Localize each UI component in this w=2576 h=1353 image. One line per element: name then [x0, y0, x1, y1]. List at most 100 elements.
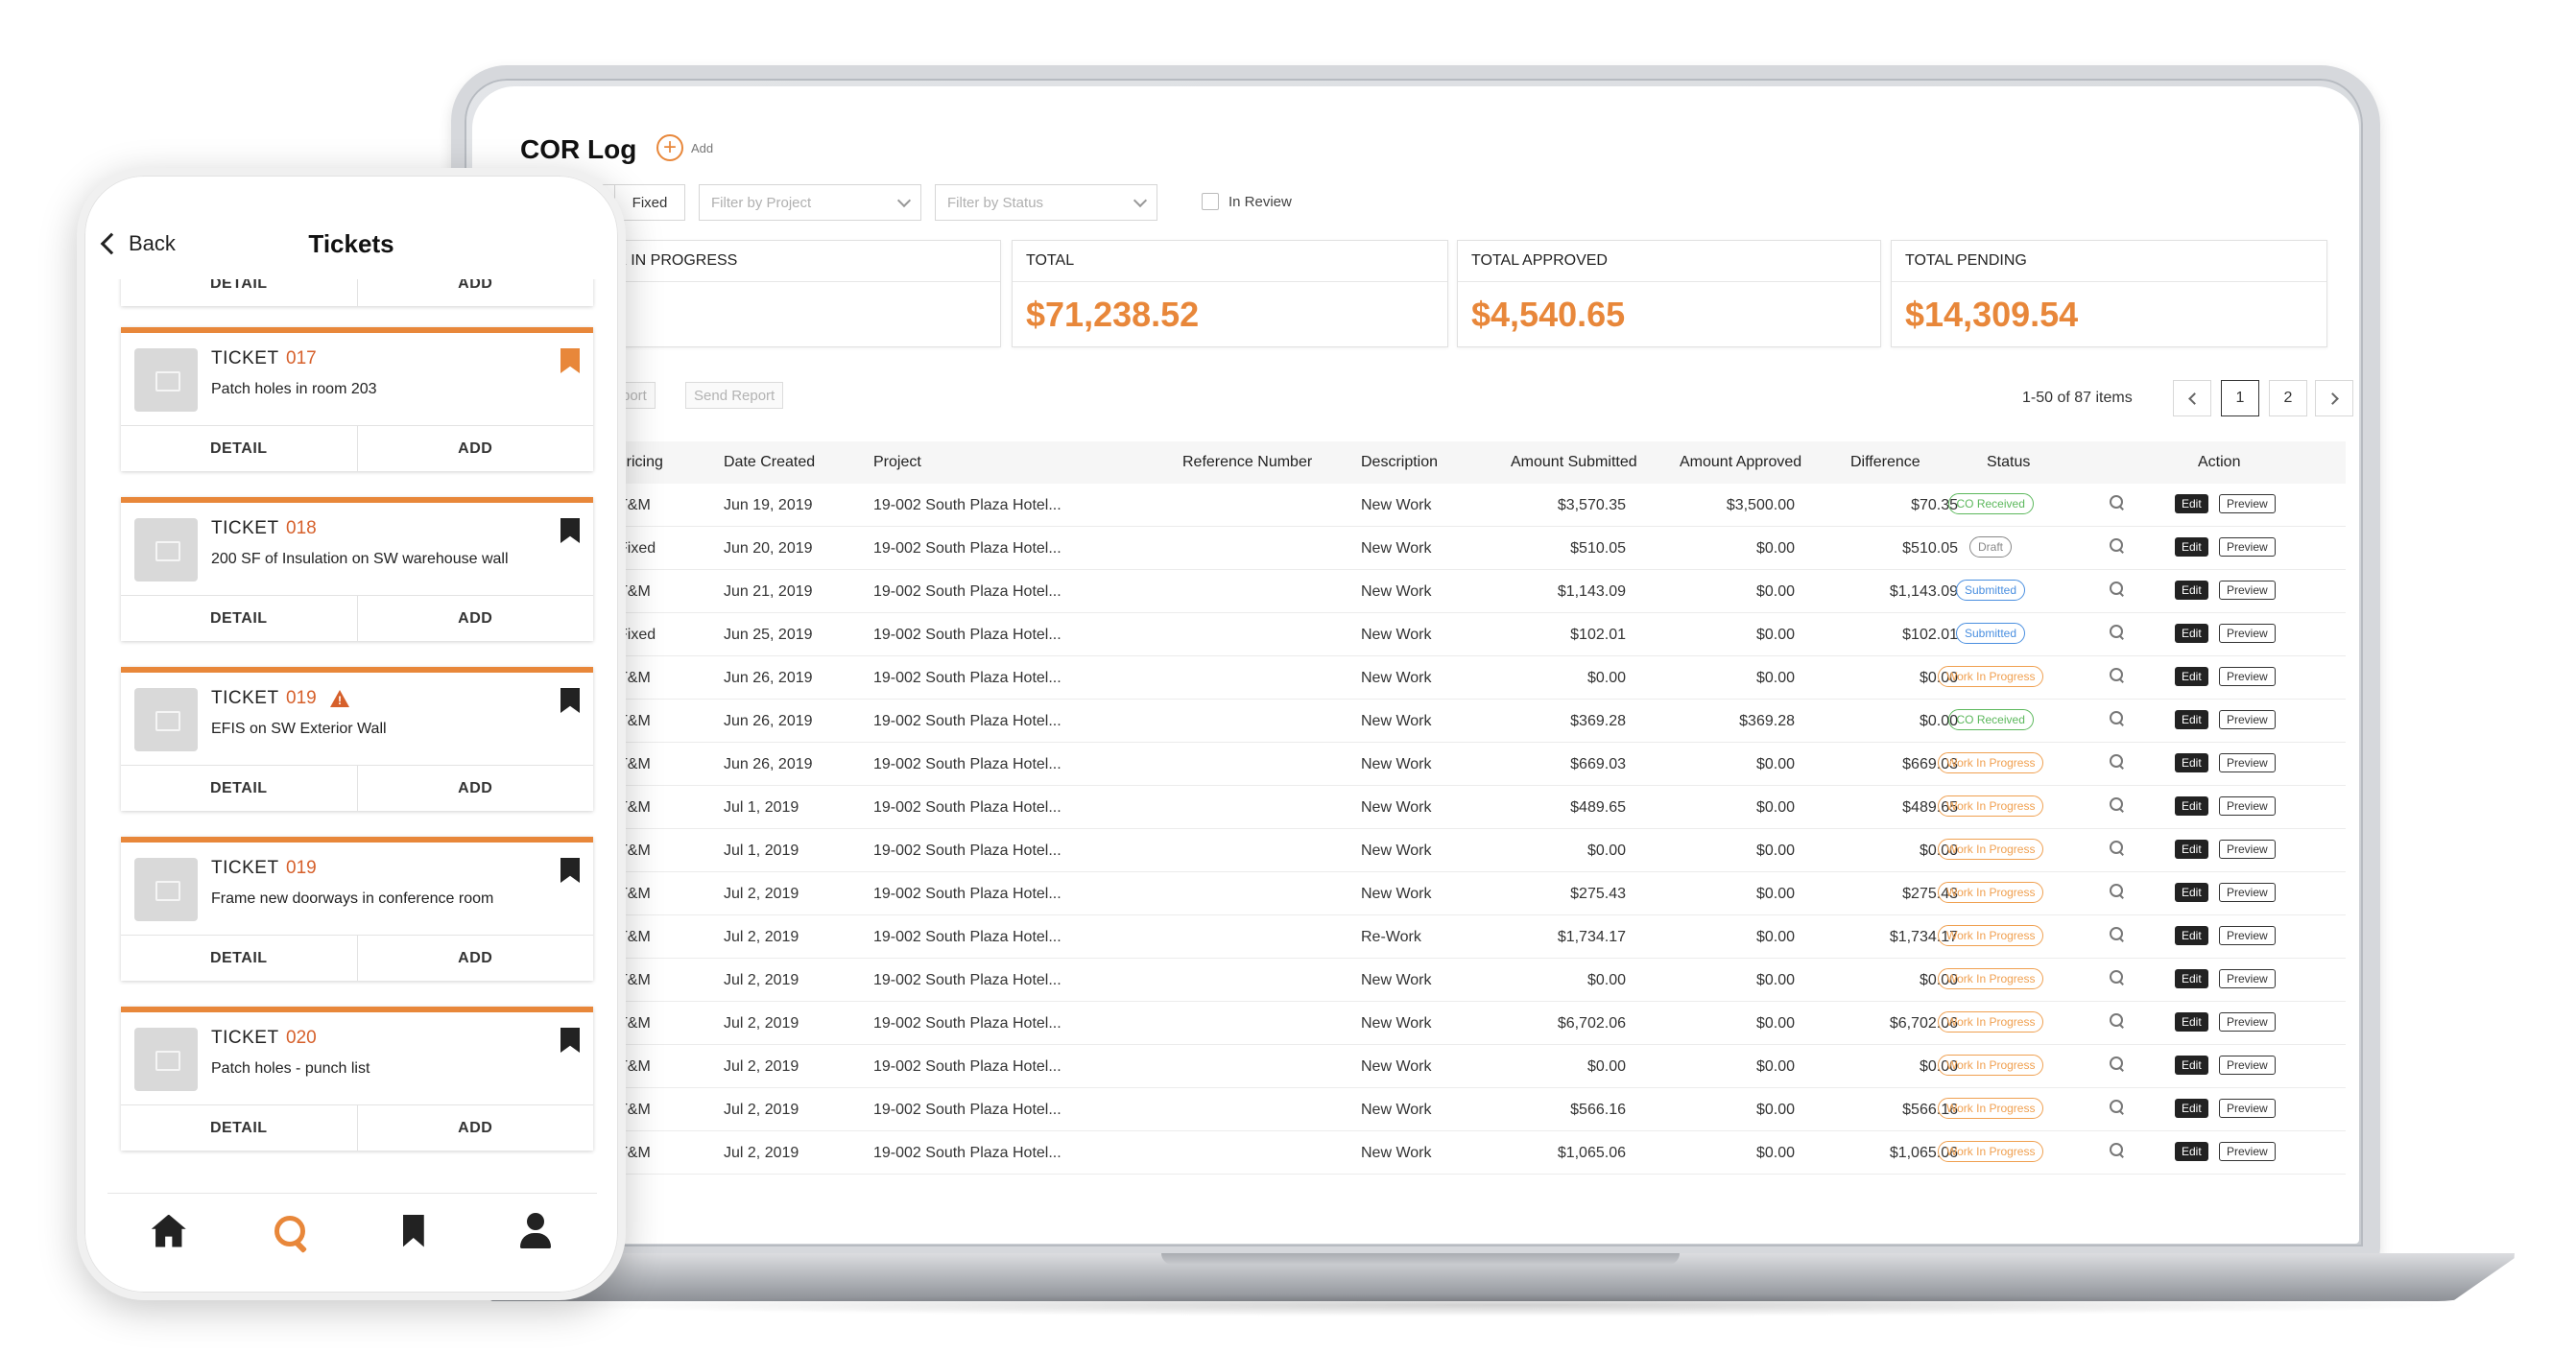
edit-button[interactable]: Edit — [2175, 926, 2208, 945]
detail-button[interactable]: DETAIL — [209, 279, 268, 292]
table-row[interactable]: T&M Jul 1, 2019 19-002 South Plaza Hotel..… — [608, 829, 2346, 872]
bookmark-icon[interactable] — [561, 1028, 580, 1053]
in-review-checkbox[interactable] — [1202, 193, 1219, 210]
bookmark-icon[interactable] — [561, 688, 580, 713]
edit-button[interactable]: Edit — [2175, 1012, 2208, 1032]
add-ticket-button[interactable]: ADD — [356, 279, 594, 306]
magnify-icon[interactable] — [2110, 927, 2123, 940]
preview-button[interactable]: Preview — [2219, 581, 2276, 600]
table-row[interactable]: T&M Jul 2, 2019 19-002 South Plaza Hotel..… — [608, 1002, 2346, 1045]
in-review-toggle[interactable]: In Review — [1202, 193, 1292, 210]
table-row[interactable]: T&M Jun 26, 2019 19-002 South Plaza Hotel.… — [608, 700, 2346, 743]
pricing-filter-fixed[interactable]: Fixed — [614, 184, 685, 221]
add-ticket-button[interactable]: ADD — [356, 596, 594, 641]
preview-button[interactable]: Preview — [2219, 1056, 2276, 1075]
detail-button[interactable]: DETAIL — [209, 439, 268, 457]
search-icon[interactable] — [272, 1213, 310, 1251]
ticket-list[interactable]: DETAIL ADD TICKET 017 Patch holes in room … — [84, 279, 618, 1191]
detail-button[interactable]: DETAIL — [209, 1119, 268, 1136]
edit-button[interactable]: Edit — [2175, 494, 2208, 513]
edit-button[interactable]: Edit — [2175, 1056, 2208, 1075]
preview-button[interactable]: Preview — [2219, 753, 2276, 772]
edit-button[interactable]: Edit — [2175, 796, 2208, 816]
column-header-pricing[interactable]: Pricing — [616, 454, 663, 470]
add-ticket-button[interactable]: ADD — [356, 766, 594, 811]
edit-button[interactable]: Edit — [2175, 969, 2208, 988]
page-button-1[interactable]: 1 — [2221, 380, 2259, 416]
add-ticket-button[interactable]: ADD — [356, 936, 594, 981]
user-icon[interactable] — [516, 1212, 555, 1251]
prev-page-button[interactable] — [2173, 380, 2211, 416]
next-page-button[interactable] — [2315, 380, 2353, 416]
table-row[interactable]: T&M Jul 2, 2019 19-002 South Plaza Hotel..… — [608, 1088, 2346, 1131]
edit-button[interactable]: Edit — [2175, 1142, 2208, 1161]
magnify-icon[interactable] — [2110, 538, 2123, 552]
detail-button[interactable]: DETAIL — [209, 609, 268, 627]
magnify-icon[interactable] — [2110, 754, 2123, 768]
bookmark-icon[interactable] — [561, 518, 580, 543]
ticket-card[interactable]: TICKET 019 EFIS on SW Exterior Wall DETAIL A… — [121, 667, 593, 811]
magnify-icon[interactable] — [2110, 1056, 2123, 1070]
add-button[interactable]: + Add — [656, 134, 713, 161]
column-header-action[interactable]: Action — [2198, 454, 2241, 470]
filter-project-select[interactable]: Filter by Project — [699, 184, 921, 221]
magnify-icon[interactable] — [2110, 711, 2123, 724]
preview-button[interactable]: Preview — [2219, 926, 2276, 945]
table-row[interactable]: Fixed Jun 25, 2019 19-002 South Plaza Hote… — [608, 613, 2346, 656]
ticket-card-partial[interactable]: DETAIL ADD — [121, 279, 593, 306]
magnify-icon[interactable] — [2110, 668, 2123, 681]
magnify-icon[interactable] — [2110, 495, 2123, 509]
bookmark-icon[interactable] — [561, 858, 580, 883]
table-row[interactable]: T&M Jun 19, 2019 19-002 South Plaza Hotel.… — [608, 484, 2346, 527]
edit-button[interactable]: Edit — [2175, 667, 2208, 686]
magnify-icon[interactable] — [2110, 797, 2123, 811]
table-row[interactable]: T&M Jul 2, 2019 19-002 South Plaza Hotel..… — [608, 1045, 2346, 1088]
table-row[interactable]: T&M Jul 2, 2019 19-002 South Plaza Hotel..… — [608, 959, 2346, 1002]
preview-button[interactable]: Preview — [2219, 537, 2276, 557]
edit-button[interactable]: Edit — [2175, 624, 2208, 643]
send-report-button[interactable]: Send Report — [685, 382, 784, 409]
column-header-status[interactable]: Status — [1987, 454, 2031, 470]
magnify-icon[interactable] — [2110, 582, 2123, 595]
add-ticket-button[interactable]: ADD — [356, 1105, 594, 1151]
preview-button[interactable]: Preview — [2219, 624, 2276, 643]
page-button-2[interactable]: 2 — [2269, 380, 2307, 416]
edit-button[interactable]: Edit — [2175, 883, 2208, 902]
ticket-card[interactable]: TICKET 020 Patch holes - punch list DETAIL A… — [121, 1007, 593, 1151]
preview-button[interactable]: Preview — [2219, 494, 2276, 513]
ticket-card[interactable]: TICKET 018 200 SF of Insulation on SW ware… — [121, 497, 593, 641]
column-header-amount-approved[interactable]: Amount Approved — [1680, 454, 1802, 470]
edit-button[interactable]: Edit — [2175, 537, 2208, 557]
table-row[interactable]: Fixed Jun 20, 2019 19-002 South Plaza Hote… — [608, 527, 2346, 570]
table-row[interactable]: T&M Jul 2, 2019 19-002 South Plaza Hotel..… — [608, 1131, 2346, 1175]
magnify-icon[interactable] — [2110, 1100, 2123, 1113]
table-row[interactable]: T&M Jun 26, 2019 19-002 South Plaza Hotel.… — [608, 743, 2346, 786]
edit-button[interactable]: Edit — [2175, 753, 2208, 772]
bookmark-icon[interactable] — [394, 1213, 433, 1251]
column-header-difference[interactable]: Difference — [1850, 454, 1920, 470]
preview-button[interactable]: Preview — [2219, 840, 2276, 859]
column-header-amount-submitted[interactable]: Amount Submitted — [1511, 454, 1637, 470]
edit-button[interactable]: Edit — [2175, 840, 2208, 859]
table-row[interactable]: T&M Jul 2, 2019 19-002 South Plaza Hotel..… — [608, 872, 2346, 915]
magnify-icon[interactable] — [2110, 841, 2123, 854]
home-icon[interactable] — [150, 1213, 188, 1251]
ticket-card[interactable]: TICKET 019 Frame new doorways in conferenc… — [121, 837, 593, 981]
column-header-description[interactable]: Description — [1361, 454, 1439, 470]
magnify-icon[interactable] — [2110, 884, 2123, 897]
preview-button[interactable]: Preview — [2219, 667, 2276, 686]
table-row[interactable]: T&M Jun 26, 2019 19-002 South Plaza Hotel.… — [608, 656, 2346, 700]
edit-button[interactable]: Edit — [2175, 710, 2208, 729]
bookmark-icon[interactable] — [561, 348, 580, 373]
column-header-reference-number[interactable]: Reference Number — [1182, 454, 1313, 470]
back-button[interactable]: Back — [100, 231, 176, 256]
preview-button[interactable]: Preview — [2219, 883, 2276, 902]
preview-button[interactable]: Preview — [2219, 1012, 2276, 1032]
ticket-card[interactable]: TICKET 017 Patch holes in room 203 DETAIL AD… — [121, 327, 593, 471]
table-row[interactable]: T&M Jul 1, 2019 19-002 South Plaza Hotel..… — [608, 786, 2346, 829]
table-row[interactable]: T&M Jun 21, 2019 19-002 South Plaza Hotel.… — [608, 570, 2346, 613]
magnify-icon[interactable] — [2110, 1143, 2123, 1156]
detail-button[interactable]: DETAIL — [209, 779, 268, 796]
detail-button[interactable]: DETAIL — [209, 949, 268, 966]
preview-button[interactable]: Preview — [2219, 796, 2276, 816]
